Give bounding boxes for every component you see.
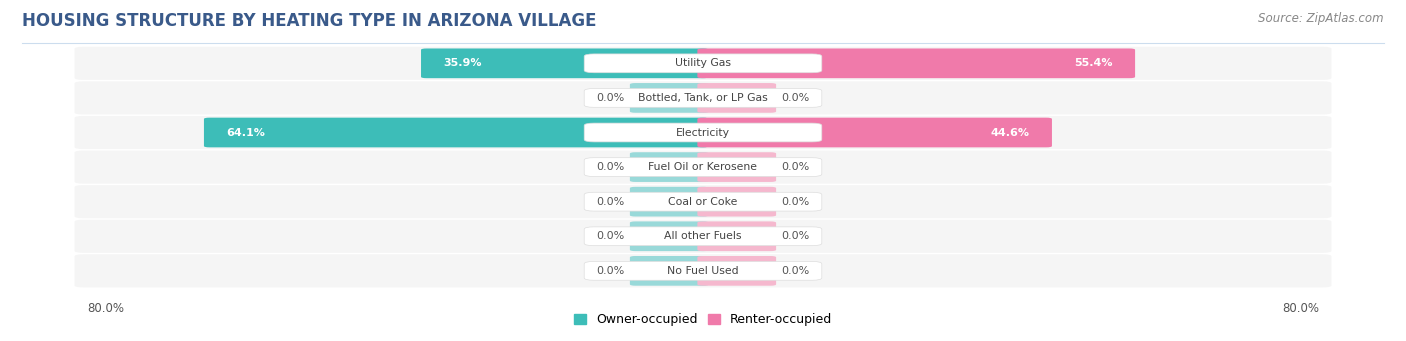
Text: 80.0%: 80.0% — [87, 302, 124, 315]
Text: 64.1%: 64.1% — [226, 128, 266, 137]
FancyBboxPatch shape — [697, 152, 776, 182]
FancyBboxPatch shape — [630, 256, 709, 286]
FancyBboxPatch shape — [630, 83, 709, 113]
FancyBboxPatch shape — [585, 158, 821, 177]
FancyBboxPatch shape — [75, 220, 1331, 253]
FancyBboxPatch shape — [585, 262, 821, 280]
FancyBboxPatch shape — [630, 221, 709, 251]
FancyBboxPatch shape — [420, 48, 709, 78]
Text: HOUSING STRUCTURE BY HEATING TYPE IN ARIZONA VILLAGE: HOUSING STRUCTURE BY HEATING TYPE IN ARI… — [22, 12, 598, 30]
FancyBboxPatch shape — [697, 118, 1052, 147]
FancyBboxPatch shape — [630, 187, 709, 217]
FancyBboxPatch shape — [75, 185, 1331, 218]
Text: 0.0%: 0.0% — [782, 266, 810, 276]
Text: 0.0%: 0.0% — [782, 162, 810, 172]
Text: 0.0%: 0.0% — [596, 197, 624, 207]
Text: 35.9%: 35.9% — [443, 58, 482, 68]
Text: Utility Gas: Utility Gas — [675, 58, 731, 68]
Text: Bottled, Tank, or LP Gas: Bottled, Tank, or LP Gas — [638, 93, 768, 103]
Text: All other Fuels: All other Fuels — [664, 231, 742, 241]
Text: 55.4%: 55.4% — [1074, 58, 1112, 68]
FancyBboxPatch shape — [75, 254, 1331, 287]
Text: 0.0%: 0.0% — [782, 197, 810, 207]
Text: Fuel Oil or Kerosene: Fuel Oil or Kerosene — [648, 162, 758, 172]
Legend: Owner-occupied, Renter-occupied: Owner-occupied, Renter-occupied — [568, 308, 838, 331]
FancyBboxPatch shape — [630, 152, 709, 182]
Text: 80.0%: 80.0% — [1282, 302, 1319, 315]
FancyBboxPatch shape — [75, 116, 1331, 149]
Text: 0.0%: 0.0% — [596, 266, 624, 276]
FancyBboxPatch shape — [585, 227, 821, 246]
Text: 0.0%: 0.0% — [596, 162, 624, 172]
FancyBboxPatch shape — [697, 256, 776, 286]
FancyBboxPatch shape — [697, 83, 776, 113]
Text: Source: ZipAtlas.com: Source: ZipAtlas.com — [1258, 12, 1384, 25]
FancyBboxPatch shape — [204, 118, 709, 147]
FancyBboxPatch shape — [585, 192, 821, 211]
FancyBboxPatch shape — [697, 221, 776, 251]
Text: No Fuel Used: No Fuel Used — [668, 266, 738, 276]
Text: Electricity: Electricity — [676, 128, 730, 137]
Text: 0.0%: 0.0% — [596, 93, 624, 103]
FancyBboxPatch shape — [697, 187, 776, 217]
Text: Coal or Coke: Coal or Coke — [668, 197, 738, 207]
Text: 0.0%: 0.0% — [782, 231, 810, 241]
FancyBboxPatch shape — [75, 81, 1331, 115]
Text: 0.0%: 0.0% — [596, 231, 624, 241]
FancyBboxPatch shape — [75, 150, 1331, 184]
Text: 0.0%: 0.0% — [782, 93, 810, 103]
FancyBboxPatch shape — [75, 47, 1331, 80]
FancyBboxPatch shape — [585, 123, 821, 142]
FancyBboxPatch shape — [585, 54, 821, 73]
Text: 44.6%: 44.6% — [990, 128, 1029, 137]
FancyBboxPatch shape — [585, 89, 821, 107]
FancyBboxPatch shape — [697, 48, 1135, 78]
